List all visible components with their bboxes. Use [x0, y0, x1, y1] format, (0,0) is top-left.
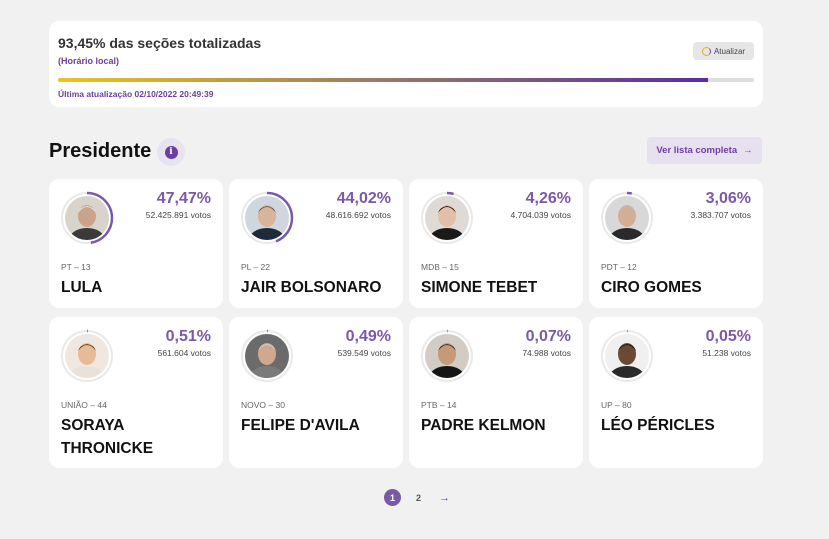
avatar — [59, 190, 115, 246]
candidate-card[interactable]: 47,47% 52.425.891 votos PT – 13 LULA — [49, 179, 223, 308]
refresh-label: Atualizar — [713, 46, 746, 56]
page-1-button[interactable]: 1 — [384, 489, 401, 506]
candidate-name: FELIPE D'AVILA — [241, 417, 360, 434]
vote-count: 4.704.039 votos — [510, 210, 572, 220]
candidate-photo — [605, 196, 649, 240]
candidate-card[interactable]: 0,05% 51.238 votos UP – 80 LÉO PÉRICLES — [589, 317, 763, 468]
info-icon: i — [164, 145, 178, 159]
candidate-name: LÉO PÉRICLES — [601, 417, 715, 434]
candidate-card[interactable]: 44,02% 48.616.692 votos PL – 22 JAIR BOL… — [229, 179, 403, 308]
avatar — [419, 328, 475, 384]
page-2-button[interactable]: 2 — [415, 492, 421, 503]
party-number: UP – 80 — [601, 400, 632, 410]
vote-percentage: 0,51% — [165, 328, 211, 345]
candidate-card[interactable]: 3,06% 3.383.707 votos PDT – 12 CIRO GOME… — [589, 179, 763, 308]
candidate-name: JAIR BOLSONARO — [241, 279, 382, 296]
vote-percentage: 4,26% — [525, 190, 571, 207]
candidate-photo — [65, 334, 109, 378]
candidate-photo — [425, 334, 469, 378]
candidate-card[interactable]: 0,49% 539.549 votos NOVO – 30 FELIPE D'A… — [229, 317, 403, 468]
vote-count: 51.238 votos — [702, 348, 751, 358]
avatar — [419, 190, 475, 246]
vote-share-ring — [60, 329, 114, 383]
vote-percentage: 3,06% — [705, 190, 751, 207]
vote-share-ring — [240, 191, 294, 245]
candidate-name: CIRO GOMES — [601, 279, 702, 296]
candidate-name: SORAYA THRONICKE — [61, 417, 154, 457]
party-number: NOVO – 30 — [241, 400, 285, 410]
vote-count: 3.383.707 votos — [690, 210, 752, 220]
section-title: Presidente — [49, 140, 152, 162]
vote-percentage: 44,02% — [336, 190, 391, 207]
full-list-label: Ver lista completa — [656, 145, 738, 156]
avatar — [239, 190, 295, 246]
avatar — [239, 328, 295, 384]
vote-count: 52.425.891 votos — [145, 210, 211, 220]
candidate-photo — [425, 196, 469, 240]
avatar — [59, 328, 115, 384]
vote-share-ring — [600, 191, 654, 245]
candidate-photo — [605, 334, 649, 378]
candidate-name: PADRE KELMON — [421, 417, 546, 434]
party-number: PL – 22 — [241, 262, 270, 272]
vote-count: 561.604 votos — [157, 348, 211, 358]
vote-count: 539.549 votos — [337, 348, 391, 358]
candidate-photo — [65, 196, 109, 240]
vote-share-ring — [600, 329, 654, 383]
avatar — [599, 190, 655, 246]
arrow-right-icon: → — [743, 145, 753, 156]
candidate-card[interactable]: 4,26% 4.704.039 votos MDB – 15 SIMONE TE… — [409, 179, 583, 308]
next-page-icon[interactable]: → — [439, 491, 450, 504]
candidate-photo — [245, 196, 289, 240]
status-card: 93,45% das seções totalizadas (Horário l… — [49, 21, 763, 107]
candidate-photo — [245, 334, 289, 378]
vote-share-ring — [60, 191, 114, 245]
totalization-progress-bar — [58, 78, 754, 82]
candidate-card[interactable]: 0,07% 74.988 votos PTB – 14 PADRE KELMON — [409, 317, 583, 468]
last-update: Última atualização 02/10/2022 20:49:39 — [58, 89, 214, 99]
candidate-name: LULA — [61, 279, 103, 296]
avatar — [599, 328, 655, 384]
refresh-button[interactable]: Atualizar — [693, 42, 754, 60]
party-number: PTB – 14 — [421, 400, 457, 410]
candidate-card[interactable]: 0,51% 561.604 votos UNIÃO – 44 SORAYA TH… — [49, 317, 223, 468]
candidate-grid: 47,47% 52.425.891 votos PT – 13 LULA 44,… — [49, 179, 763, 468]
vote-count: 74.988 votos — [522, 348, 571, 358]
party-number: PDT – 12 — [601, 262, 637, 272]
info-button[interactable]: i — [157, 138, 185, 166]
vote-percentage: 0,07% — [525, 328, 571, 345]
vote-count: 48.616.692 votos — [325, 210, 391, 220]
totalization-title: 93,45% das seções totalizadas — [58, 35, 262, 51]
candidate-name: SIMONE TEBET — [421, 279, 538, 296]
pagination: 1 2 → — [384, 489, 453, 506]
vote-percentage: 0,49% — [345, 328, 391, 345]
party-number: PT – 13 — [61, 262, 91, 272]
timezone-note: (Horário local) — [58, 56, 120, 66]
refresh-icon — [701, 46, 711, 56]
party-number: UNIÃO – 44 — [61, 400, 107, 410]
totalization-progress-fill — [58, 78, 709, 82]
vote-share-ring — [240, 329, 294, 383]
vote-percentage: 0,05% — [705, 328, 751, 345]
vote-share-ring — [420, 191, 474, 245]
vote-percentage: 47,47% — [156, 190, 211, 207]
vote-share-ring — [420, 329, 474, 383]
party-number: MDB – 15 — [421, 262, 459, 272]
full-list-button[interactable]: Ver lista completa → — [647, 137, 762, 164]
